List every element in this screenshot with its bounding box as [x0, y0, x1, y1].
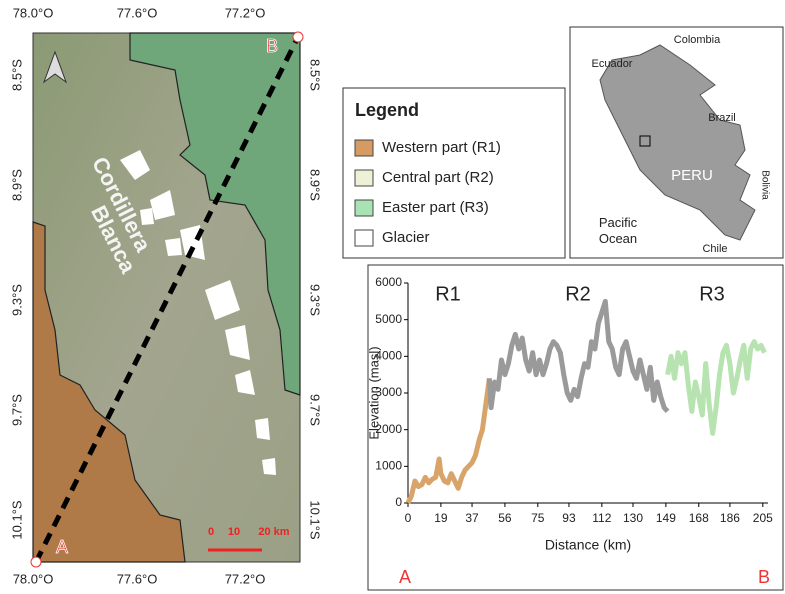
western-region — [32, 221, 186, 563]
x-tick-label: 130 — [623, 511, 643, 525]
legend-swatch — [354, 139, 374, 157]
x-tick-label: 168 — [689, 511, 709, 525]
inset-label: Colombia — [674, 34, 721, 46]
legend-box — [342, 87, 566, 259]
scale-label: 10 — [228, 526, 240, 538]
lat-label: 8.9°S — [308, 169, 323, 201]
peru-shape — [599, 44, 756, 241]
y-tick-label: 5000 — [375, 312, 402, 326]
x-tick-label: 19 — [434, 511, 448, 525]
y-axis-title: Elevation (masl) — [366, 346, 381, 439]
region-label: R3 — [699, 283, 725, 305]
x-tick-label: 37 — [465, 511, 479, 525]
point-b — [292, 31, 304, 43]
y-tick-label: 0 — [395, 495, 402, 509]
y-tick-label: 6000 — [375, 275, 402, 289]
inset-label: Bolivia — [759, 170, 770, 200]
lat-label: 9.3°S — [308, 284, 323, 316]
main-map — [30, 31, 304, 568]
x-tick-label: 56 — [498, 511, 512, 525]
lon-label: 77.6°O — [117, 5, 158, 20]
profile-line — [405, 377, 492, 505]
inset-label: Ecuador — [592, 58, 633, 70]
glaciers — [120, 150, 276, 475]
legend-label: Easter part (R3) — [382, 199, 489, 216]
lat-label: 10.1°S — [308, 500, 323, 540]
scale-label: 20 km — [258, 526, 289, 538]
inset-map — [569, 26, 784, 259]
y-tick-label: 3000 — [375, 385, 402, 399]
point-a — [30, 556, 42, 568]
inset-label: Brazil — [708, 112, 736, 124]
profile-line — [665, 339, 767, 436]
lon-label: 78.0°O — [13, 5, 54, 20]
legend-label: Glacier — [382, 229, 430, 246]
x-tick-label: 75 — [531, 511, 545, 525]
x-tick-label: 93 — [562, 511, 576, 525]
lat-label: 9.3°S — [9, 284, 24, 316]
lon-label: 77.6°O — [117, 571, 158, 586]
legend-label: Central part (R2) — [382, 169, 494, 186]
inset-label: PERU — [671, 167, 713, 184]
x-tick-label: 0 — [405, 511, 412, 525]
legend-label: Western part (R1) — [382, 139, 501, 156]
inset-label: Chile — [702, 243, 727, 255]
x-axis-title: Distance (km) — [545, 537, 631, 553]
lon-label: 77.2°O — [225, 571, 266, 586]
point-label: B — [266, 36, 278, 56]
study-area — [639, 135, 651, 147]
profile-line — [33, 35, 301, 564]
north-arrow — [42, 50, 68, 84]
legend-swatch — [354, 199, 374, 217]
lon-label: 77.2°O — [225, 5, 266, 20]
y-tick-label: 2000 — [375, 422, 402, 436]
inset-label: Pacific Ocean — [599, 215, 638, 246]
point-label: A — [399, 567, 411, 587]
profile-line — [486, 298, 670, 414]
y-tick-label: 4000 — [375, 349, 402, 363]
legend-swatch — [354, 169, 374, 187]
lat-label: 8.5°S — [308, 59, 323, 91]
scale-label: 0 — [208, 526, 214, 538]
y-tick-label: 1000 — [375, 459, 402, 473]
x-tick-label: 205 — [753, 511, 773, 525]
x-tick-label: 149 — [656, 511, 676, 525]
lat-label: 9.7°S — [308, 394, 323, 426]
lat-label: 8.5°S — [9, 59, 24, 91]
region-label: R1 — [435, 283, 461, 305]
x-tick-label: 186 — [720, 511, 740, 525]
lat-label: 8.9°S — [9, 169, 24, 201]
lat-label: 10.1°S — [9, 500, 24, 540]
lat-label: 9.7°S — [9, 394, 24, 426]
lon-label: 78.0°O — [13, 571, 54, 586]
point-label: A — [56, 537, 68, 557]
point-label: B — [758, 567, 770, 587]
legend-swatch — [354, 229, 374, 247]
legend-title: Legend — [355, 100, 419, 120]
x-tick-label: 112 — [592, 511, 611, 525]
region-label: R2 — [565, 283, 591, 305]
